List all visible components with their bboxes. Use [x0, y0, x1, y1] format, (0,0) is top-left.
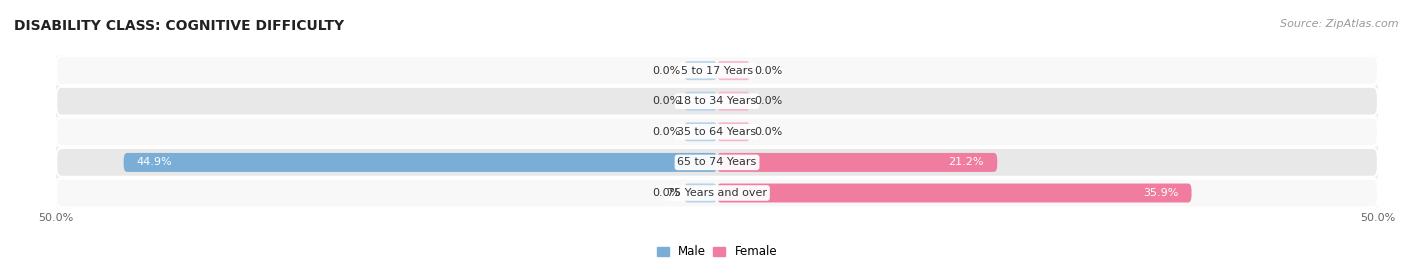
- FancyBboxPatch shape: [685, 61, 717, 80]
- Text: 0.0%: 0.0%: [652, 127, 681, 137]
- FancyBboxPatch shape: [56, 87, 1378, 116]
- Text: 0.0%: 0.0%: [652, 66, 681, 76]
- Text: 0.0%: 0.0%: [652, 96, 681, 106]
- FancyBboxPatch shape: [685, 183, 717, 203]
- FancyBboxPatch shape: [124, 153, 717, 172]
- Text: 0.0%: 0.0%: [754, 127, 782, 137]
- Text: 5 to 17 Years: 5 to 17 Years: [681, 66, 754, 76]
- FancyBboxPatch shape: [717, 92, 751, 111]
- FancyBboxPatch shape: [56, 148, 1378, 177]
- FancyBboxPatch shape: [56, 147, 1378, 178]
- Text: 44.9%: 44.9%: [136, 157, 173, 167]
- FancyBboxPatch shape: [717, 153, 997, 172]
- FancyBboxPatch shape: [685, 122, 717, 141]
- Text: 35 to 64 Years: 35 to 64 Years: [678, 127, 756, 137]
- Text: 75 Years and over: 75 Years and over: [666, 188, 768, 198]
- FancyBboxPatch shape: [56, 86, 1378, 116]
- Text: DISABILITY CLASS: COGNITIVE DIFFICULTY: DISABILITY CLASS: COGNITIVE DIFFICULTY: [14, 19, 344, 33]
- FancyBboxPatch shape: [56, 118, 1378, 146]
- Text: 21.2%: 21.2%: [949, 157, 984, 167]
- FancyBboxPatch shape: [717, 183, 1191, 203]
- FancyBboxPatch shape: [717, 122, 751, 141]
- Text: 0.0%: 0.0%: [754, 96, 782, 106]
- FancyBboxPatch shape: [56, 116, 1378, 147]
- Text: 0.0%: 0.0%: [652, 188, 681, 198]
- Text: 0.0%: 0.0%: [754, 66, 782, 76]
- FancyBboxPatch shape: [56, 56, 1378, 85]
- Legend: Male, Female: Male, Female: [652, 241, 782, 263]
- FancyBboxPatch shape: [685, 92, 717, 111]
- Text: 18 to 34 Years: 18 to 34 Years: [678, 96, 756, 106]
- Text: 35.9%: 35.9%: [1143, 188, 1178, 198]
- FancyBboxPatch shape: [717, 61, 751, 80]
- FancyBboxPatch shape: [56, 178, 1378, 208]
- Text: Source: ZipAtlas.com: Source: ZipAtlas.com: [1281, 19, 1399, 29]
- FancyBboxPatch shape: [56, 55, 1378, 86]
- Text: 65 to 74 Years: 65 to 74 Years: [678, 157, 756, 167]
- FancyBboxPatch shape: [56, 179, 1378, 207]
